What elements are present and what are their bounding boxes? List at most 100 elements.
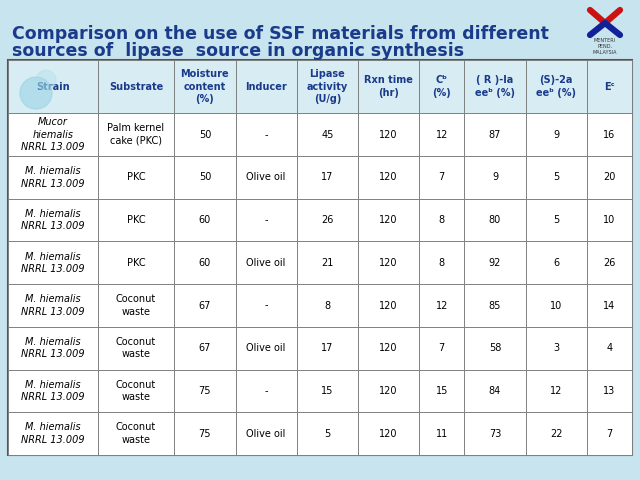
Text: 17: 17 <box>321 172 333 182</box>
Text: 120: 120 <box>380 343 398 353</box>
Bar <box>297 370 358 412</box>
Text: 6: 6 <box>553 258 559 268</box>
Bar <box>8 199 98 241</box>
Text: M. hiemalis
NRRL 13.009: M. hiemalis NRRL 13.009 <box>21 166 84 189</box>
Bar <box>8 113 98 156</box>
Bar <box>525 156 587 199</box>
Text: 5: 5 <box>324 429 330 439</box>
Text: 9: 9 <box>492 172 498 182</box>
Bar <box>98 370 174 412</box>
Text: 120: 120 <box>380 215 398 225</box>
Bar <box>587 241 632 284</box>
Bar <box>8 60 632 455</box>
Text: M. hiemalis
NRRL 13.009: M. hiemalis NRRL 13.009 <box>21 422 84 445</box>
Bar <box>358 284 419 327</box>
Text: 9: 9 <box>553 130 559 140</box>
Bar <box>525 199 587 241</box>
Bar <box>8 412 98 455</box>
Text: 12: 12 <box>436 300 448 311</box>
Bar <box>297 156 358 199</box>
Bar <box>174 156 236 199</box>
Text: 16: 16 <box>604 130 616 140</box>
Bar <box>358 156 419 199</box>
Bar <box>8 60 98 113</box>
Text: M. hiemalis
NRRL 13.009: M. hiemalis NRRL 13.009 <box>21 337 84 360</box>
Bar <box>236 199 297 241</box>
Bar <box>174 327 236 370</box>
Text: 13: 13 <box>604 386 616 396</box>
Bar <box>8 327 98 370</box>
Bar <box>98 60 174 113</box>
Bar <box>358 241 419 284</box>
Bar <box>587 199 632 241</box>
Bar <box>174 199 236 241</box>
Bar <box>358 113 419 156</box>
Bar <box>525 241 587 284</box>
Bar <box>465 156 525 199</box>
Bar <box>8 284 98 327</box>
Bar <box>236 370 297 412</box>
Text: Rxn time
(hr): Rxn time (hr) <box>364 75 413 98</box>
Bar <box>236 327 297 370</box>
Text: 15: 15 <box>321 386 333 396</box>
Text: -: - <box>264 215 268 225</box>
Text: Inducer: Inducer <box>245 82 287 92</box>
Bar <box>465 412 525 455</box>
Bar <box>174 60 236 113</box>
Bar <box>358 60 419 113</box>
Text: Coconut
waste: Coconut waste <box>116 337 156 360</box>
Bar <box>587 60 632 113</box>
Bar <box>465 199 525 241</box>
Bar <box>98 156 174 199</box>
Bar <box>297 113 358 156</box>
Text: 17: 17 <box>321 343 333 353</box>
Bar <box>465 60 525 113</box>
Bar <box>587 327 632 370</box>
Bar <box>465 284 525 327</box>
Text: 8: 8 <box>438 258 445 268</box>
Bar <box>465 113 525 156</box>
Text: 60: 60 <box>199 258 211 268</box>
Text: Moisture
content
(%): Moisture content (%) <box>180 69 229 104</box>
Text: 50: 50 <box>199 130 211 140</box>
Text: 73: 73 <box>489 429 501 439</box>
Bar <box>525 284 587 327</box>
Text: M. hiemalis
NRRL 13.009: M. hiemalis NRRL 13.009 <box>21 209 84 231</box>
Text: 14: 14 <box>604 300 616 311</box>
Bar <box>358 370 419 412</box>
Text: 4: 4 <box>606 343 612 353</box>
Bar <box>174 412 236 455</box>
Text: 45: 45 <box>321 130 333 140</box>
Bar <box>525 370 587 412</box>
Text: Substrate: Substrate <box>109 82 163 92</box>
Bar <box>587 412 632 455</box>
Text: Cᵇ
(%): Cᵇ (%) <box>433 75 451 98</box>
Bar <box>98 241 174 284</box>
Bar <box>587 370 632 412</box>
Text: M. hiemalis
NRRL 13.009: M. hiemalis NRRL 13.009 <box>21 252 84 274</box>
Text: 67: 67 <box>199 300 211 311</box>
Bar <box>98 113 174 156</box>
Text: 120: 120 <box>380 386 398 396</box>
Text: 120: 120 <box>380 300 398 311</box>
Text: -: - <box>264 300 268 311</box>
Bar <box>465 327 525 370</box>
Text: 92: 92 <box>489 258 501 268</box>
Bar <box>358 327 419 370</box>
Text: (S)-2a
eeᵇ (%): (S)-2a eeᵇ (%) <box>536 75 576 98</box>
Text: Coconut
waste: Coconut waste <box>116 422 156 445</box>
Bar <box>587 156 632 199</box>
Text: Comparison on the use of SSF materials from different: Comparison on the use of SSF materials f… <box>12 25 549 43</box>
Text: M. hiemalis
NRRL 13.009: M. hiemalis NRRL 13.009 <box>21 294 84 317</box>
Text: 5: 5 <box>553 215 559 225</box>
Text: MENTERI
PEND.
MALAYSIA: MENTERI PEND. MALAYSIA <box>593 38 617 55</box>
Bar <box>297 199 358 241</box>
Text: Coconut
waste: Coconut waste <box>116 380 156 402</box>
Text: 11: 11 <box>436 429 448 439</box>
Text: Strain: Strain <box>36 82 70 92</box>
Bar <box>358 199 419 241</box>
Bar <box>8 241 98 284</box>
Bar <box>174 370 236 412</box>
Text: 12: 12 <box>436 130 448 140</box>
Bar <box>297 412 358 455</box>
